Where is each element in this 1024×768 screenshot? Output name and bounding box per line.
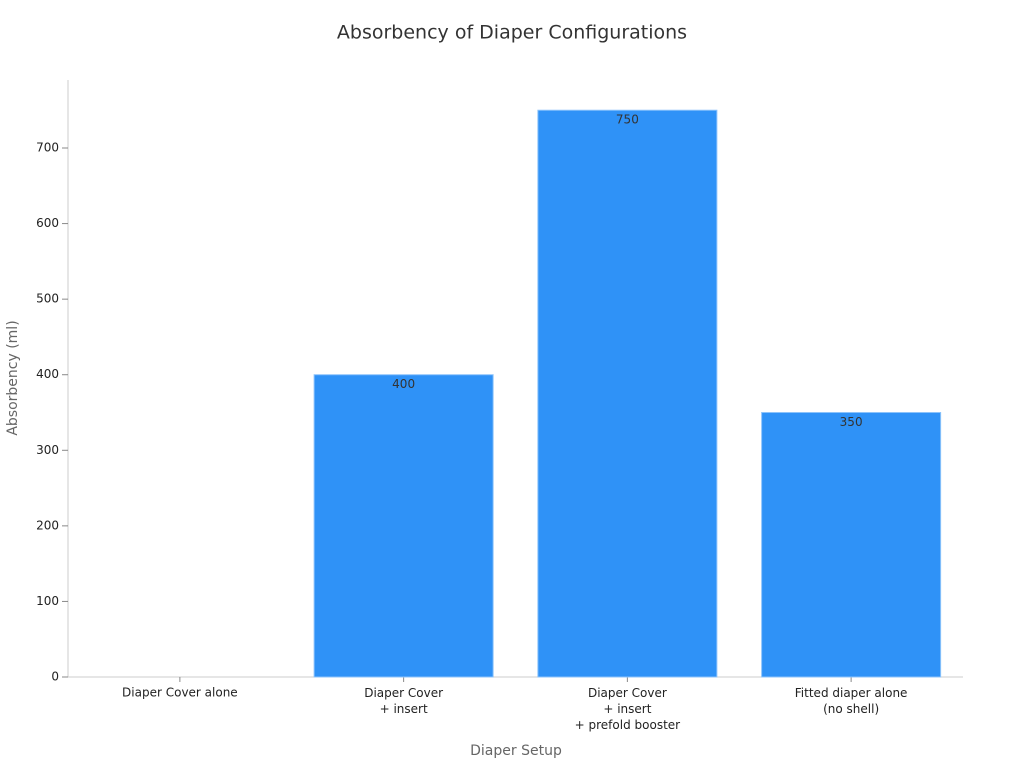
data-label: 750 [616,113,639,127]
bar [313,374,494,678]
y-tick-label: 700 [36,141,59,155]
bar [761,412,942,678]
y-tick-label: 400 [36,367,59,381]
chart-title: Absorbency of Diaper Configurations [337,22,687,44]
x-tick-label: Fitted diaper alone (no shell) [795,686,908,716]
y-tick-label: 0 [51,670,59,684]
x-tick-label: Diaper Cover + insert + prefold booster [575,686,681,732]
data-label: 400 [392,377,415,391]
y-tick-label: 300 [36,443,59,457]
y-tick-label: 600 [36,216,59,230]
x-tick-label: Diaper Cover alone [122,686,238,700]
x-tick-label: Diaper Cover + insert [364,686,443,716]
bar [537,109,718,678]
y-tick-label: 100 [36,594,59,608]
y-tick-label: 500 [36,292,59,306]
y-axis-label: Absorbency (ml) [5,320,21,435]
x-axis-label: Diaper Setup [470,743,562,759]
y-tick-label: 200 [36,518,59,532]
data-label: 350 [840,415,863,429]
